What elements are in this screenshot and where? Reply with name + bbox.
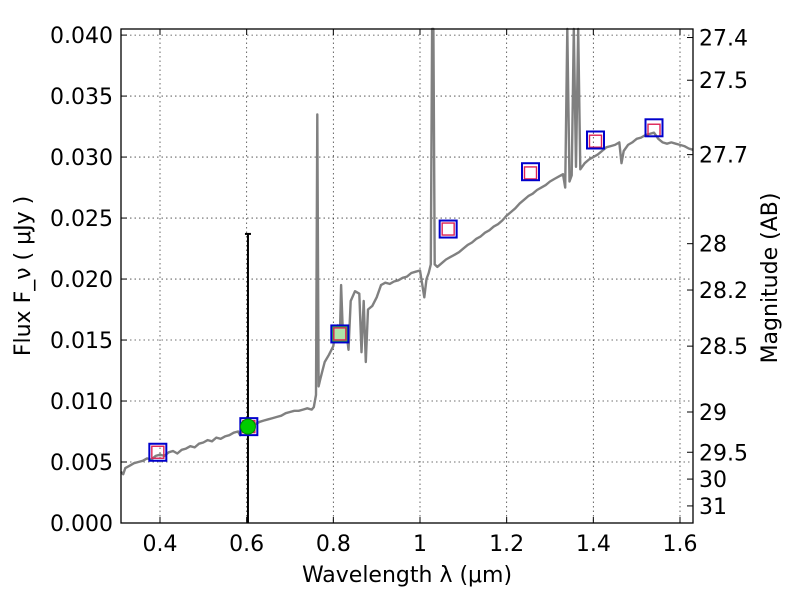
- right-tick-label: 28.5: [699, 335, 748, 360]
- y-tick-label: 0.030: [50, 146, 113, 171]
- y-tick-label: 0.035: [50, 85, 113, 110]
- x-tick-label: 0.8: [316, 532, 351, 557]
- x-tick-label: 1.2: [489, 532, 524, 557]
- observed-band-marker: [438, 219, 458, 239]
- y-tick-label: 0.025: [50, 207, 113, 232]
- right-tick-label: 27.4: [699, 27, 748, 52]
- y-tick-label: 0.010: [50, 390, 113, 415]
- observed-band-marker: [586, 130, 605, 150]
- right-tick-label: 28: [699, 233, 727, 258]
- right-tick-label: 31: [699, 495, 727, 520]
- model-photometry-marker: [151, 445, 165, 459]
- x-tick-label: 1: [413, 532, 427, 557]
- right-tick-label: 27.5: [699, 69, 748, 94]
- x-tick-label: 0.6: [229, 532, 264, 557]
- upper-limit-marker: [332, 326, 348, 342]
- right-tick-label: 29: [699, 401, 727, 426]
- x-tick-label: 1.4: [576, 532, 611, 557]
- model-photometry-marker: [523, 166, 538, 180]
- right-tick-label: 28.2: [699, 279, 748, 304]
- marker-group: [148, 118, 664, 523]
- y-axis-title: Flux F_ν ( μJy ): [11, 196, 36, 356]
- detection-marker: [239, 418, 256, 435]
- y-tick-label: 0.020: [50, 268, 113, 293]
- x-tick-label: 0.4: [143, 532, 178, 557]
- model-photometry-marker: [333, 327, 347, 341]
- plot-frame: [120, 28, 694, 524]
- model-photometry-marker: [588, 134, 603, 148]
- right-tick-label: 29.5: [699, 441, 748, 466]
- right-tick-label: 30: [699, 468, 727, 493]
- observed-band-marker: [330, 324, 350, 344]
- observed-band-marker: [644, 118, 664, 138]
- right-axis-title: Magnitude (AB): [758, 193, 783, 364]
- model-photometry-marker: [441, 222, 455, 236]
- y-tick-label: 0.040: [50, 24, 113, 49]
- axis-ticks: 0.4 0.6 0.8 1 1.2 1.4 1.6 0.000 0.005 0.010 0.015 0…: [50, 24, 748, 557]
- right-tick-label: 27.7: [699, 144, 748, 169]
- spectrum-line: [120, 27, 694, 476]
- y-tick-label: 0.015: [50, 329, 113, 354]
- x-axis-title: Wavelength λ (μm): [302, 563, 512, 588]
- observed-band-marker: [521, 162, 540, 182]
- observed-band-marker: [148, 442, 168, 462]
- x-tick-label: 1.6: [663, 532, 698, 557]
- spectrum-group: [120, 27, 694, 476]
- y-tick-label: 0.005: [50, 451, 113, 476]
- y-tick-label: 0.000: [50, 512, 113, 537]
